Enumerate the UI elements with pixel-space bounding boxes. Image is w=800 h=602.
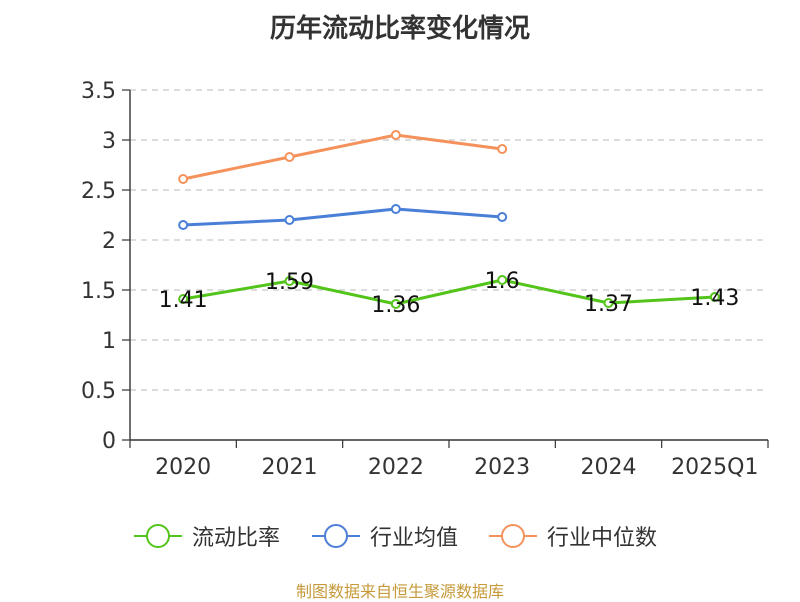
legend-item-industry-median[interactable]: 行业中位数 <box>487 520 657 552</box>
data-point <box>284 276 295 286</box>
data-point <box>178 294 189 304</box>
data-point <box>284 152 295 162</box>
series-line <box>182 133 503 181</box>
data-point <box>390 299 401 309</box>
series-line <box>183 207 503 227</box>
y-tick-label: 2.5 <box>81 179 116 204</box>
data-point <box>178 220 189 230</box>
chart-title: 历年流动比率变化情况 <box>269 14 530 44</box>
x-tick-label: 2024 <box>581 455 637 480</box>
series-layer <box>178 130 720 309</box>
y-tick-label: 2 <box>102 229 116 254</box>
data-point <box>497 212 508 222</box>
data-label: 1.59 <box>265 270 314 295</box>
legend-swatch-industry-median <box>489 524 537 548</box>
legend-swatch-current-ratio <box>134 524 182 548</box>
legend-item-current-ratio[interactable]: 流动比率 <box>132 520 280 552</box>
series-line <box>182 278 715 306</box>
label-layer: 1.41 1.59 1.36 1.6 1.37 1.43 <box>159 269 740 318</box>
data-point <box>603 298 614 308</box>
y-tick-label: 3 <box>102 129 116 154</box>
y-tick-label: 0.5 <box>81 379 116 404</box>
x-tick-label: 2025Q1 <box>671 455 758 480</box>
data-point <box>709 292 720 302</box>
data-label: 1.36 <box>371 293 420 318</box>
data-point <box>497 275 508 285</box>
x-tick-label: 2023 <box>474 455 530 480</box>
y-tick-label: 1.5 <box>81 279 116 304</box>
x-tick-label: 2021 <box>262 455 318 480</box>
data-label: 1.37 <box>584 292 633 317</box>
data-point <box>390 130 401 140</box>
data-label: 1.6 <box>485 269 520 294</box>
y-tick-label: 1 <box>102 329 116 354</box>
data-label: 1.41 <box>159 288 208 313</box>
legend-label: 行业中位数 <box>547 526 658 551</box>
legend-label: 流动比率 <box>192 526 281 551</box>
y-tick-label: 0 <box>102 429 116 454</box>
x-tick-label: 2020 <box>155 455 211 480</box>
data-point <box>390 204 401 214</box>
data-label: 1.43 <box>690 286 739 311</box>
source-note: 制图数据来自恒生聚源数据库 <box>295 582 504 601</box>
data-point <box>497 144 508 154</box>
legend-item-industry-mean[interactable]: 行业均值 <box>310 520 458 552</box>
x-tick-label: 2022 <box>368 455 424 480</box>
legend-swatch-industry-mean <box>312 524 360 548</box>
axis-layer: 0 0.5 1 1.5 2 2.5 3 3.5 2020 2021 2022 2023 2024 2025… <box>81 79 769 480</box>
y-tick-label: 3.5 <box>81 79 116 104</box>
legend-label: 行业均值 <box>370 526 459 551</box>
grid-layer <box>130 89 768 391</box>
data-point <box>284 215 295 225</box>
data-point <box>178 174 189 184</box>
